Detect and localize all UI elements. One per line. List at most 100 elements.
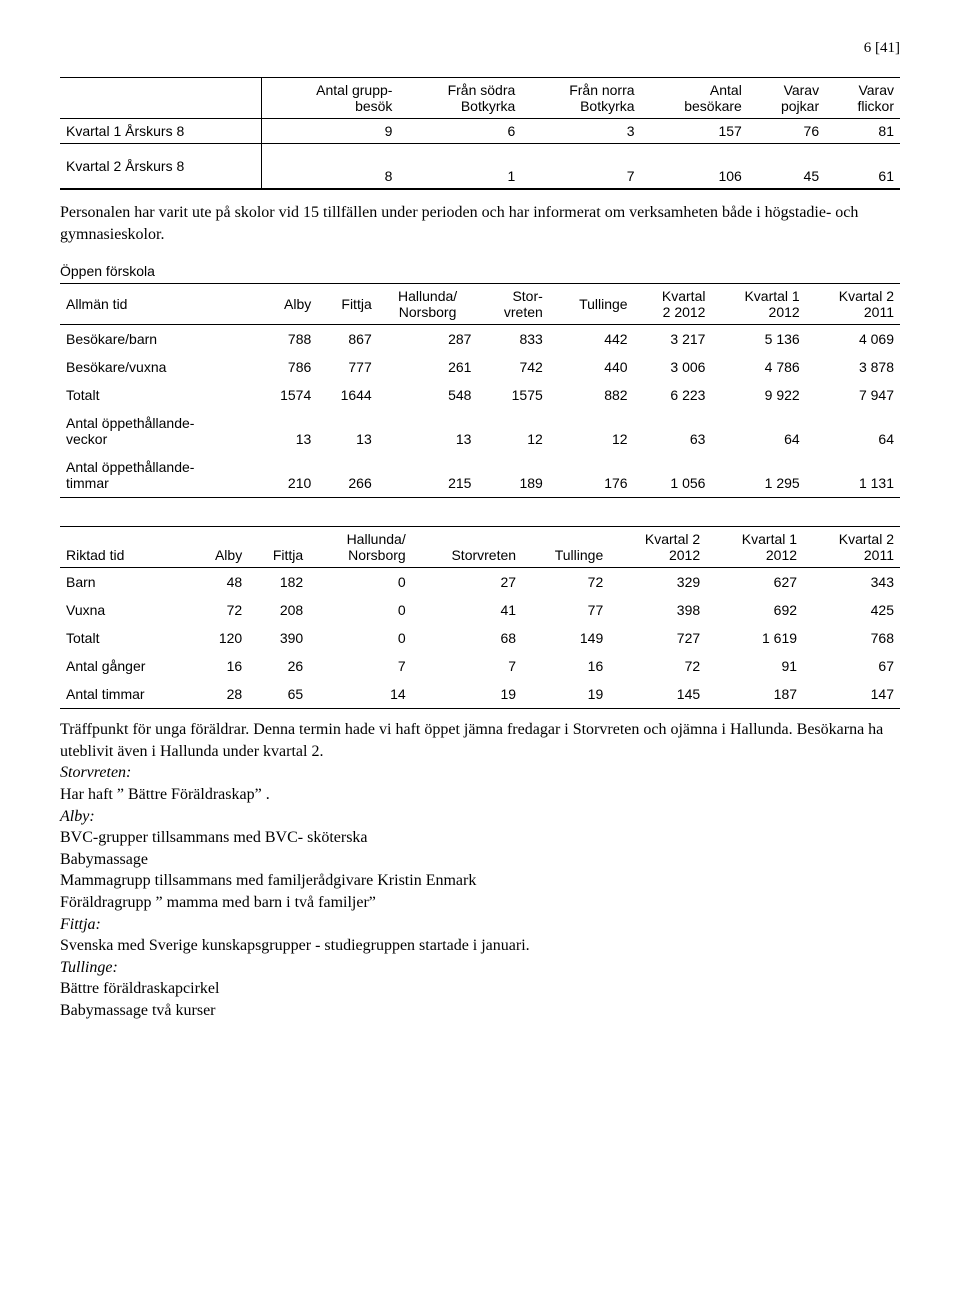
cell: 189 (477, 453, 548, 498)
cell: 176 (549, 453, 634, 498)
t2-h7: Kvartal 1 2012 (711, 284, 805, 325)
table-row: Antal öppethållande- veckor1313131212636… (60, 409, 900, 453)
cell: 157 (641, 119, 748, 144)
t1-h2: Från södra Botkyrka (398, 78, 521, 119)
page-number: 6 [41] (60, 40, 900, 57)
t3-h5: Tullinge (522, 527, 609, 568)
cell: 343 (803, 568, 900, 597)
cell: 67 (803, 652, 900, 680)
cell: 72 (192, 596, 249, 624)
table-row: Besökare/vuxna7867772617424403 0064 7863… (60, 353, 900, 381)
cell: Besökare/vuxna (60, 353, 257, 381)
cell: 742 (477, 353, 548, 381)
cell: 833 (477, 325, 548, 354)
cell: 8 (262, 144, 399, 189)
t3-h3: Hallunda/ Norsborg (309, 527, 412, 568)
cell: 12 (477, 409, 548, 453)
narrative-line: Mammagrupp tillsammans med familjerådgiv… (60, 870, 900, 892)
t3-h7: Kvartal 1 2012 (706, 527, 803, 568)
cell: 13 (378, 409, 478, 453)
cell: 882 (549, 381, 634, 409)
t1-h0 (60, 78, 262, 119)
cell: 6 (398, 119, 521, 144)
table-row: Antal gånger16267716729167 (60, 652, 900, 680)
cell: 41 (412, 596, 522, 624)
cell: 7 (309, 652, 412, 680)
cell: 1575 (477, 381, 548, 409)
cell: 3 878 (806, 353, 900, 381)
narrative-line: Har haft ” Bättre Föräldraskap” . (60, 784, 900, 806)
table-row: Antal timmar2865141919145187147 (60, 680, 900, 709)
cell: 26 (248, 652, 309, 680)
cell: 182 (248, 568, 309, 597)
cell: 1644 (317, 381, 377, 409)
narrative-line: Babymassage två kurser (60, 1000, 900, 1022)
cell: Totalt (60, 381, 257, 409)
table-row: Besökare/barn7888672878334423 2175 1364 … (60, 325, 900, 354)
cell: 390 (248, 624, 309, 652)
cell: 1 131 (806, 453, 900, 498)
cell: Vuxna (60, 596, 192, 624)
cell: 81 (825, 119, 900, 144)
table-riktad-tid: Riktad tid Alby Fittja Hallunda/ Norsbor… (60, 526, 900, 709)
cell: 187 (706, 680, 803, 709)
paragraph-intro: Personalen har varit ute på skolor vid 1… (60, 202, 900, 245)
cell: 0 (309, 596, 412, 624)
label-fittja: Fittja: (60, 914, 900, 936)
table-row: Antal öppethållande- timmar2102662151891… (60, 453, 900, 498)
cell: Antal timmar (60, 680, 192, 709)
t1-h1: Antal grupp- besök (262, 78, 399, 119)
cell: 120 (192, 624, 249, 652)
table-row: Kvartal 1 Årskurs 8 9 6 3 157 76 81 (60, 119, 900, 144)
cell: 1574 (257, 381, 317, 409)
cell: 215 (378, 453, 478, 498)
cell: 48 (192, 568, 249, 597)
cell: 287 (378, 325, 478, 354)
t2-h6: Kvartal 2 2012 (634, 284, 712, 325)
cell: 208 (248, 596, 309, 624)
cell: 329 (609, 568, 706, 597)
table-allman-tid: Allmän tid Alby Fittja Hallunda/ Norsbor… (60, 283, 900, 498)
cell: 3 217 (634, 325, 712, 354)
cell: 0 (309, 568, 412, 597)
cell: 12 (549, 409, 634, 453)
cell: 27 (412, 568, 522, 597)
t2-h4: Stor- vreten (477, 284, 548, 325)
t3-h6: Kvartal 2 2012 (609, 527, 706, 568)
cell: 19 (412, 680, 522, 709)
cell: Besökare/barn (60, 325, 257, 354)
cell: 9 (262, 119, 399, 144)
t3-h8: Kvartal 2 2011 (803, 527, 900, 568)
table-row: Totalt1574164454815758826 2239 9227 947 (60, 381, 900, 409)
cell: 3 006 (634, 353, 712, 381)
cell: 64 (711, 409, 805, 453)
t2-h5: Tullinge (549, 284, 634, 325)
cell: 210 (257, 453, 317, 498)
cell: Antal öppethållande- timmar (60, 453, 257, 498)
table-row (60, 189, 900, 190)
cell: 777 (317, 353, 377, 381)
cell: 16 (192, 652, 249, 680)
cell: 76 (748, 119, 825, 144)
cell: 3 (521, 119, 640, 144)
t2-h1: Alby (257, 284, 317, 325)
cell: Antal öppethållande- veckor (60, 409, 257, 453)
cell: 19 (522, 680, 609, 709)
cell: Barn (60, 568, 192, 597)
cell: 4 786 (711, 353, 805, 381)
t2-h2: Fittja (317, 284, 377, 325)
narrative-line: Babymassage (60, 849, 900, 871)
cell: Kvartal 2 Årskurs 8 (60, 144, 262, 189)
narrative-line: Föräldragrupp ” mamma med barn i två fam… (60, 892, 900, 914)
cell: 5 136 (711, 325, 805, 354)
cell: 627 (706, 568, 803, 597)
cell: 149 (522, 624, 609, 652)
cell: 266 (317, 453, 377, 498)
cell: 0 (309, 624, 412, 652)
t2-h8: Kvartal 2 2011 (806, 284, 900, 325)
cell: 145 (609, 680, 706, 709)
label-storvreten: Storvreten: (60, 762, 900, 784)
t3-h0: Riktad tid (60, 527, 192, 568)
table-row: Vuxna7220804177398692425 (60, 596, 900, 624)
cell: 1 295 (711, 453, 805, 498)
